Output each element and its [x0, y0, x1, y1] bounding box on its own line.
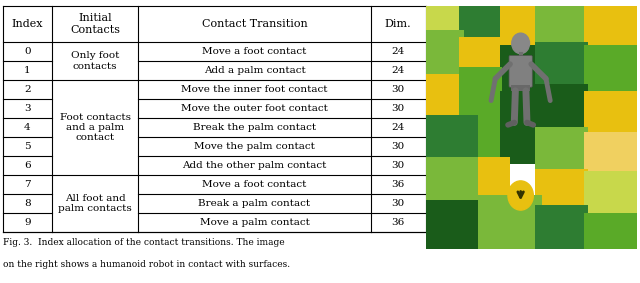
Bar [479, 196, 541, 249]
Text: 4: 4 [24, 123, 31, 132]
Text: Only foot
contacts: Only foot contacts [71, 51, 119, 70]
Circle shape [512, 33, 529, 53]
Text: Move the inner foot contact: Move the inner foot contact [181, 85, 328, 94]
Text: Move a foot contact: Move a foot contact [202, 47, 307, 56]
Text: 36: 36 [392, 218, 404, 227]
Bar [584, 91, 637, 140]
Bar [536, 127, 588, 176]
Text: 30: 30 [392, 104, 404, 113]
Text: 3: 3 [24, 104, 31, 113]
Bar [426, 74, 463, 123]
Circle shape [508, 181, 533, 210]
Text: Move a palm contact: Move a palm contact [200, 218, 310, 227]
Text: 6: 6 [24, 161, 31, 170]
Text: 7: 7 [24, 180, 31, 189]
Text: Index: Index [12, 19, 44, 29]
Bar [536, 83, 588, 132]
Text: 1: 1 [24, 66, 31, 75]
Bar [426, 6, 463, 35]
Text: Add the other palm contact: Add the other palm contact [182, 161, 326, 170]
Bar [536, 169, 588, 213]
Text: 0: 0 [24, 47, 31, 56]
Bar [500, 6, 541, 54]
Text: Add a palm contact: Add a palm contact [204, 66, 305, 75]
Text: All foot and
palm contacts: All foot and palm contacts [58, 194, 132, 213]
Text: on the right shows a humanoid robot in contact with surfaces.: on the right shows a humanoid robot in c… [3, 260, 291, 269]
Text: 30: 30 [392, 85, 404, 94]
FancyBboxPatch shape [509, 55, 532, 87]
Text: Foot contacts
and a palm
contact: Foot contacts and a palm contact [60, 113, 131, 142]
Text: Move the palm contact: Move the palm contact [194, 142, 315, 151]
Bar [426, 115, 479, 164]
Bar [460, 37, 502, 74]
Text: 8: 8 [24, 199, 31, 208]
Text: 36: 36 [392, 180, 404, 189]
Bar [426, 156, 479, 205]
Bar [460, 67, 502, 115]
Text: Initial
Contacts: Initial Contacts [70, 13, 120, 35]
Text: 24: 24 [392, 66, 404, 75]
Bar [584, 213, 637, 249]
Text: Move a foot contact: Move a foot contact [202, 180, 307, 189]
Bar [426, 200, 479, 249]
Text: Move the outer foot contact: Move the outer foot contact [181, 104, 328, 113]
Text: 9: 9 [24, 218, 31, 227]
Text: Fig. 3.  Index allocation of the contact transitions. The image: Fig. 3. Index allocation of the contact … [3, 238, 285, 247]
Bar [536, 6, 588, 50]
Text: 2: 2 [24, 85, 31, 94]
Bar [584, 45, 637, 98]
Bar [584, 171, 637, 220]
Text: 30: 30 [392, 199, 404, 208]
Bar [511, 85, 530, 91]
Text: 30: 30 [392, 142, 404, 151]
Bar [500, 91, 541, 164]
Bar [426, 30, 463, 79]
Text: 30: 30 [392, 161, 404, 170]
Text: Break a palm contact: Break a palm contact [198, 199, 310, 208]
Bar [536, 42, 588, 91]
Bar [584, 6, 637, 54]
Text: Break the palm contact: Break the palm contact [193, 123, 316, 132]
Bar [584, 132, 637, 176]
Text: Contact Transition: Contact Transition [202, 19, 307, 29]
Bar [536, 205, 588, 249]
Text: 24: 24 [392, 123, 404, 132]
Bar [479, 156, 510, 200]
Text: Dim.: Dim. [385, 19, 412, 29]
Text: 5: 5 [24, 142, 31, 151]
Bar [500, 45, 546, 98]
Bar [479, 115, 510, 164]
Bar [460, 6, 506, 42]
Text: 24: 24 [392, 47, 404, 56]
